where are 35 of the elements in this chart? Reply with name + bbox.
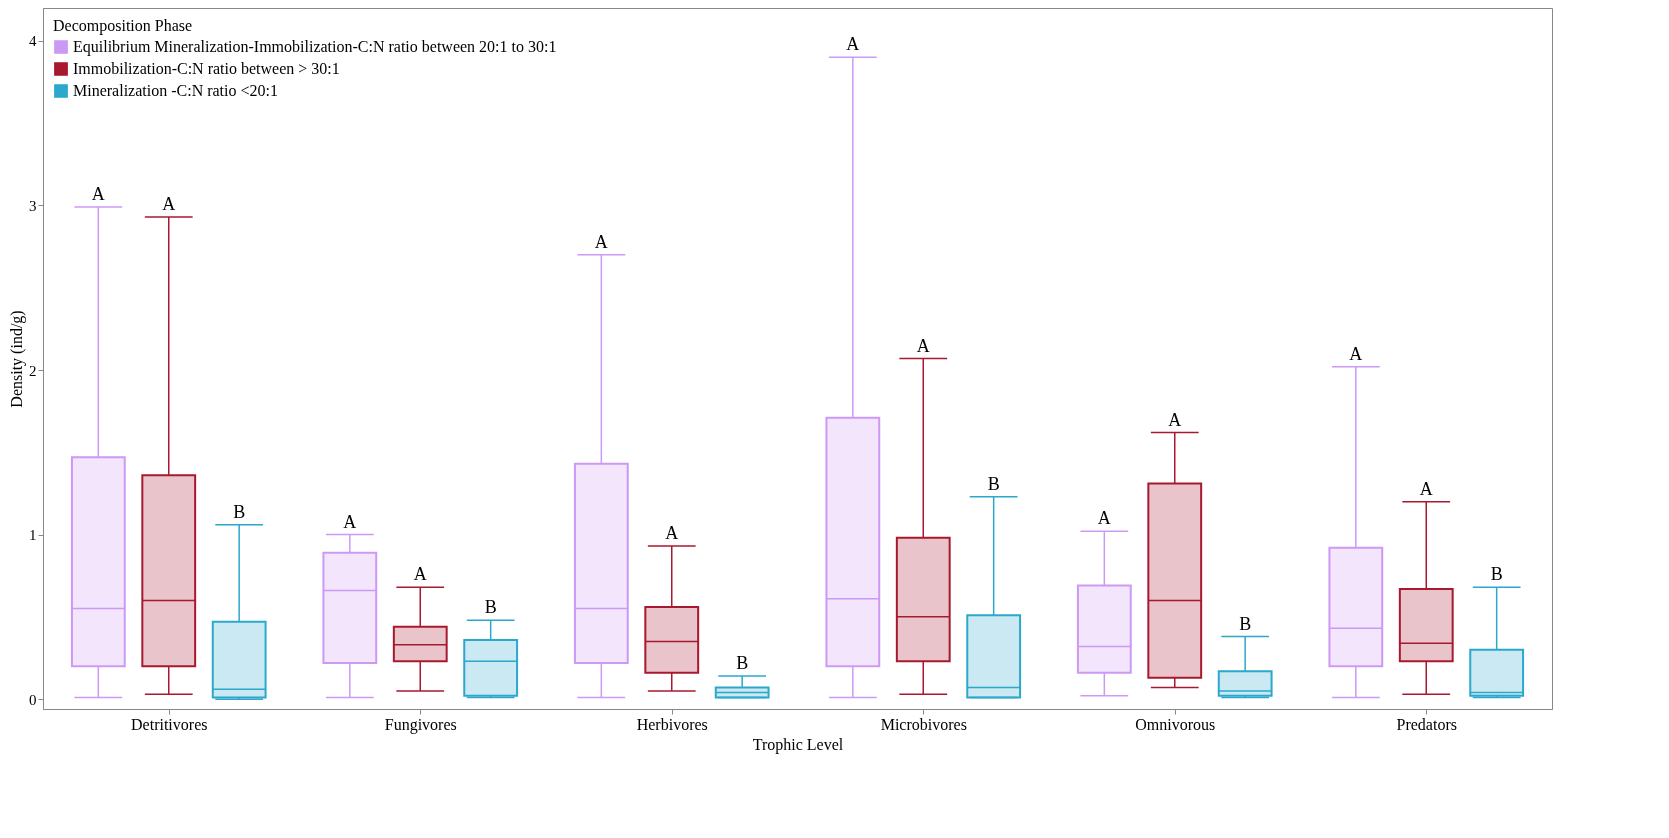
legend-label: Mineralization -C:N ratio <20:1	[73, 82, 278, 99]
legend-label: Immobilization-C:N ratio between > 30:1	[73, 60, 340, 77]
y-tick-label: 2	[29, 362, 37, 379]
annotation: B	[484, 597, 497, 618]
y-tick-label: 3	[29, 197, 37, 214]
annotation: A	[1097, 508, 1111, 529]
annotation: A	[1349, 343, 1363, 364]
annotation: B	[736, 653, 749, 674]
legend-title: Decomposition Phase	[53, 17, 193, 35]
annotation: A	[1419, 478, 1433, 499]
y-tick-label: 4	[29, 33, 37, 50]
annotation: B	[1239, 613, 1252, 634]
y-tick-label: 1	[29, 527, 37, 544]
annotation: B	[233, 501, 246, 522]
annotation: A	[91, 184, 105, 205]
annotation: B	[1490, 564, 1503, 585]
annotation: A	[916, 335, 930, 356]
annotation: A	[413, 564, 427, 585]
annotation: A	[665, 523, 679, 544]
x-tick-label: Microbivores	[880, 715, 967, 733]
y-tick-label: 0	[29, 691, 37, 708]
annotation: A	[846, 34, 860, 55]
x-tick-label: Detritivores	[131, 715, 208, 733]
annotation: A	[1168, 409, 1182, 430]
y-axis-title: Density (ind/g)	[8, 310, 26, 408]
annotation: B	[987, 473, 1000, 494]
annotation: A	[162, 193, 176, 214]
x-tick-label: Predators	[1396, 715, 1457, 733]
annotation: A	[343, 511, 357, 532]
x-tick-label: Herbivores	[636, 715, 708, 733]
annotation: A	[594, 231, 608, 252]
x-tick-label: Omnivorous	[1135, 715, 1216, 733]
x-tick-label: Fungivores	[384, 715, 457, 734]
legend-label: Equilibrium Mineralization-Immobilization-C:N ratio between 20:1 to 30:1	[73, 38, 557, 56]
x-axis-title: Trophic Level	[752, 735, 844, 754]
